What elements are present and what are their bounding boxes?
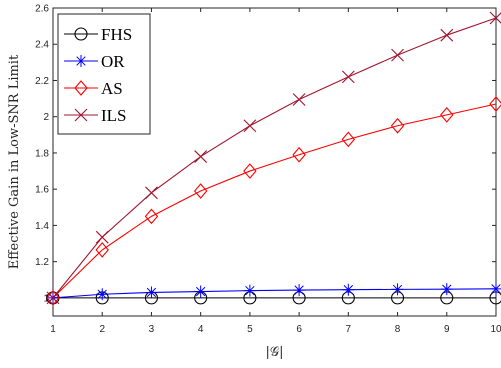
point-or (145, 286, 158, 299)
x-tick-label: 1 (50, 324, 56, 335)
x-tick-label: 4 (198, 324, 204, 335)
legend-label-as: AS (101, 79, 123, 98)
series-ils (46, 11, 501, 305)
point-ils (292, 93, 306, 106)
point-ils (440, 28, 454, 42)
y-tick-label: 1.6 (35, 185, 49, 196)
point-or (293, 284, 306, 297)
y-tick-label: 2.2 (35, 76, 49, 87)
legend-label-fhs: FHS (101, 25, 132, 44)
point-as (46, 290, 60, 306)
series-line-as (52, 103, 497, 299)
point-ils (46, 291, 60, 305)
y-axis-label: Effective Gain in Low-SNR Limit (7, 54, 22, 269)
point-or (490, 282, 501, 295)
point-as (390, 117, 405, 134)
point-ils (145, 186, 158, 200)
series-as (46, 96, 501, 306)
x-tick-label: 5 (247, 324, 253, 335)
point-as (292, 146, 306, 163)
point-as (440, 107, 454, 123)
point-as (193, 183, 208, 199)
point-ils (243, 119, 257, 133)
point-as (243, 163, 257, 179)
legend-marker-as (74, 80, 88, 96)
y-tick-label: 1 (43, 293, 49, 304)
legend-marker-or (75, 55, 87, 67)
legend: FHS OR AS ILS (57, 13, 151, 135)
point-or (440, 283, 453, 296)
y-tick-label: 1.8 (35, 148, 49, 159)
y-tick-label: 2 (43, 112, 49, 123)
y-tick-label: 1.2 (35, 257, 49, 268)
point-or (96, 288, 109, 301)
legend-marker-ils (74, 108, 88, 122)
legend-label-or: OR (101, 52, 125, 71)
series-line-or (52, 288, 497, 299)
x-tick-label: 10 (490, 324, 501, 335)
point-ils (489, 11, 501, 25)
point-ils (194, 150, 208, 163)
point-ils (95, 230, 109, 244)
y-tick-label: 2.4 (35, 40, 49, 51)
point-as (95, 242, 109, 258)
point-or (342, 283, 355, 296)
point-ils (341, 70, 355, 84)
x-tick-label: 6 (296, 324, 302, 335)
series-line-ils (52, 17, 497, 299)
point-as (144, 208, 159, 225)
point-ils (391, 48, 404, 62)
point-or (391, 283, 404, 296)
series-layer (46, 11, 501, 306)
point-or (194, 285, 207, 298)
x-tick-label: 3 (149, 324, 155, 335)
point-as (341, 131, 356, 148)
legend-label-ils: ILS (101, 106, 127, 125)
y-tick-label: 1.4 (35, 221, 49, 232)
legend-marker-fhs (74, 27, 88, 41)
axis-ticks: 1 2 3 4 5 6 7 8 9 10 1 1.2 1.4 1.6 1.8 2 2.2 2.4 2.6 (35, 4, 501, 336)
x-tick-label: 7 (346, 324, 352, 335)
y-tick-label: 2.6 (35, 4, 49, 15)
x-tick-label: 9 (444, 324, 450, 335)
point-or (243, 284, 256, 297)
x-tick-label: 8 (395, 324, 401, 335)
x-axis-label: |𝒢| (265, 345, 283, 360)
x-tick-label: 2 (99, 324, 105, 335)
point-as (489, 96, 501, 112)
